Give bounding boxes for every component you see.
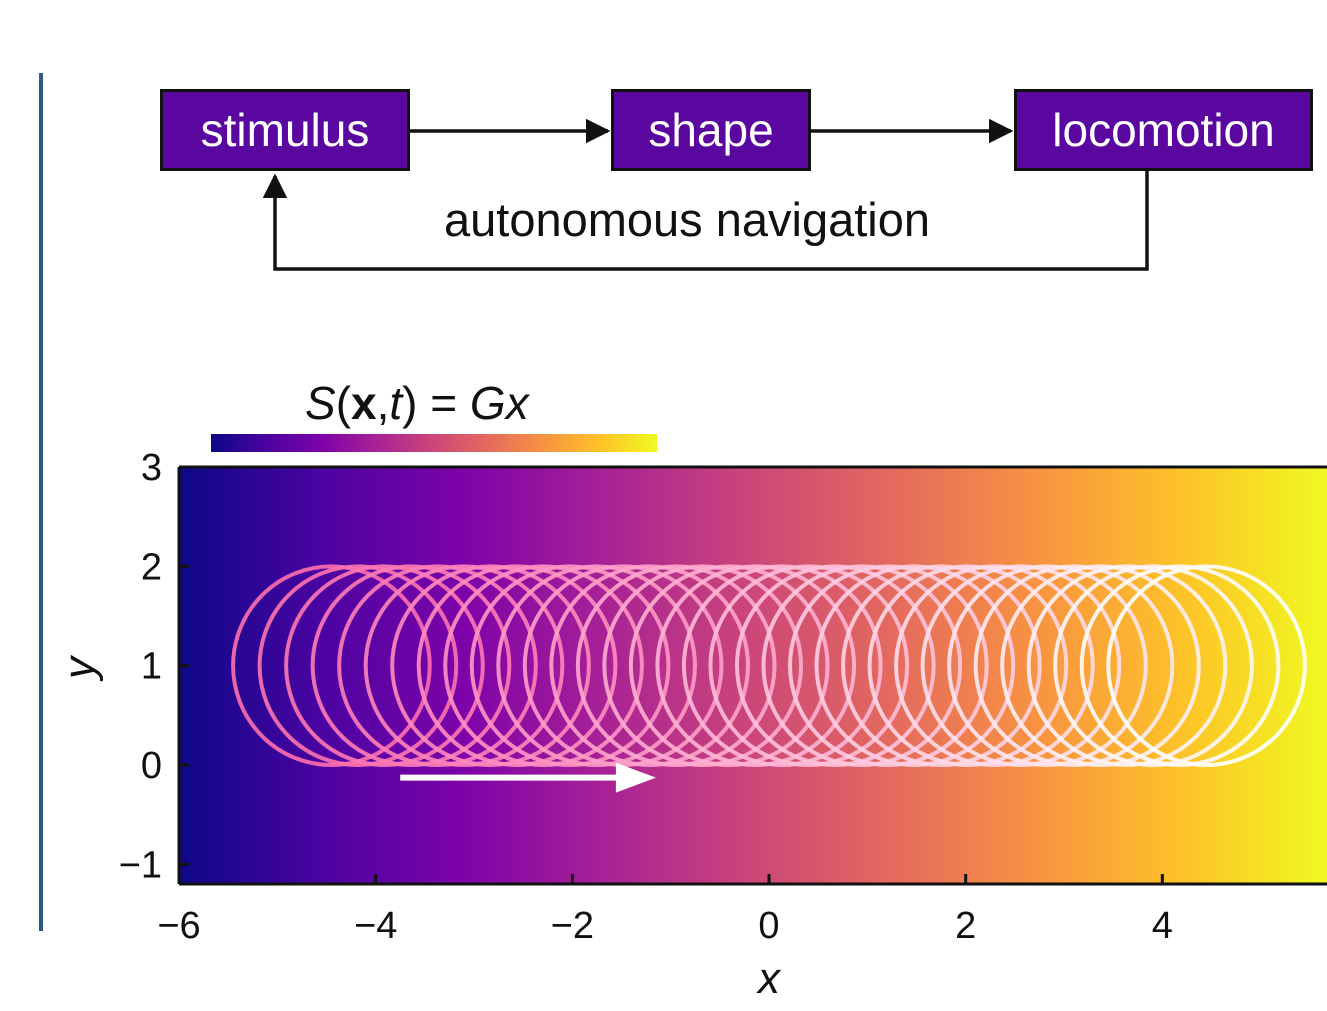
y-tick-label: 2: [141, 546, 162, 588]
formula-gx: Gx: [469, 377, 529, 429]
trajectory-circle: [549, 564, 750, 768]
trajectory-circle: [284, 564, 485, 768]
trajectory-circle: [231, 564, 432, 768]
trajectory-circle: [575, 564, 777, 768]
x-axis-label: x: [756, 954, 782, 1003]
y-tick-label: 0: [141, 745, 162, 787]
trajectory-circle: [469, 564, 671, 768]
colorbar: [211, 434, 657, 452]
trajectory-circle: [655, 564, 857, 768]
trajectory-circle: [496, 564, 697, 768]
axes: −6 −4 −2 0 2 4 −1 0 1 2 3 x y: [55, 447, 1327, 1003]
formula-comma: ,: [376, 377, 390, 429]
formula-open: (: [335, 377, 352, 429]
formula-t: t: [389, 377, 403, 429]
stimulus-formula: S(x,t) = Gx: [305, 376, 529, 430]
stimulus-label: stimulus: [200, 104, 370, 156]
trajectory-circle: [337, 564, 538, 768]
trajectory-circle: [1026, 564, 1228, 768]
flow-arrows: [262, 118, 1149, 271]
trajectory-circle: [1053, 564, 1254, 768]
trajectory-circle: [257, 564, 459, 768]
trajectory-circle: [867, 564, 1069, 768]
feedback-loop-arrow: [262, 171, 1149, 271]
plot-background: [179, 467, 1327, 884]
trajectory-circle: [443, 564, 644, 768]
stimulus-box: stimulus: [160, 89, 410, 171]
trajectory-circle: [894, 564, 1095, 768]
trajectory-circle: [973, 564, 1175, 768]
locomotion-label: locomotion: [1052, 104, 1275, 156]
y-tick-label: 1: [141, 646, 162, 688]
locomotion-box: locomotion: [1014, 89, 1313, 171]
trajectory-circle: [363, 564, 565, 768]
x-tick-label: 4: [1152, 905, 1173, 947]
trajectory-circles: [231, 564, 1307, 768]
x-tick-label: −4: [354, 905, 397, 947]
trajectory-circle: [947, 564, 1148, 768]
trajectory-circle: [390, 564, 591, 768]
y-axis-label: y: [55, 654, 104, 682]
shape-box: shape: [611, 89, 811, 171]
arrow-head: [615, 762, 656, 793]
trajectory-circle: [761, 564, 963, 768]
trajectory-circle: [1106, 564, 1307, 768]
x-tick-label: 2: [955, 905, 976, 947]
trajectory-circle: [1079, 564, 1281, 768]
formula-x-bold: x: [351, 377, 377, 429]
trajectory-circle: [522, 564, 724, 768]
y-tick-label: 3: [141, 447, 162, 489]
trajectory-circle: [920, 564, 1122, 768]
trajectory-circle: [602, 564, 804, 768]
accent-bar: [39, 73, 43, 931]
trajectory-circle: [708, 564, 910, 768]
autonomous-navigation-label: autonomous navigation: [444, 193, 931, 246]
trajectory-circle: [788, 564, 989, 768]
shape-label: shape: [648, 104, 774, 156]
trajectory-circle: [310, 564, 512, 768]
trajectory-circle: [628, 564, 830, 768]
trajectory-circle: [1000, 564, 1201, 768]
trajectory-circle: [681, 564, 883, 768]
formula-s: S: [305, 377, 336, 429]
formula-close-eq: ) =: [402, 377, 470, 429]
trajectory-circle: [416, 564, 618, 768]
trajectory-circle: [814, 564, 1016, 768]
x-tick-label: 0: [758, 905, 779, 947]
y-tick-label: −1: [119, 844, 162, 886]
direction-arrow: [400, 762, 656, 793]
x-tick-label: −2: [551, 905, 594, 947]
trajectory-circle: [734, 564, 936, 768]
x-tick-label: −6: [157, 905, 200, 947]
trajectory-circle: [841, 564, 1042, 768]
